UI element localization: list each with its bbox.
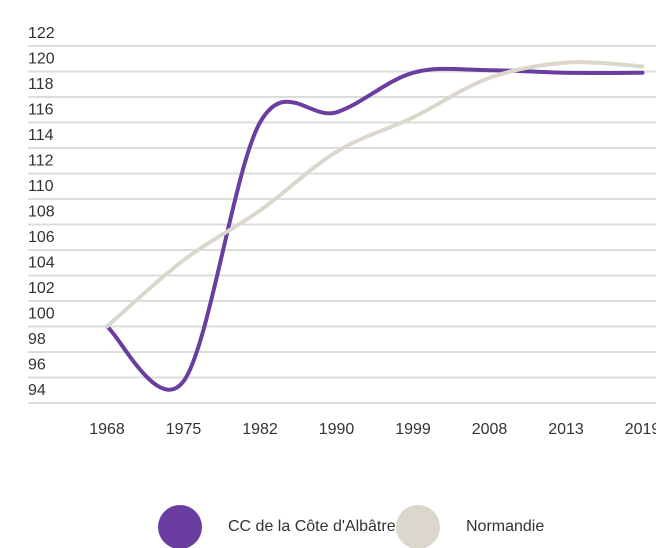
x-tick-label: 1968 (89, 421, 125, 438)
y-tick-label: 120 (28, 51, 55, 68)
y-tick-label: 114 (28, 127, 54, 144)
series-line (105, 60, 645, 329)
legend-marker (158, 505, 202, 548)
y-tick-label: 108 (28, 204, 55, 221)
y-tick-label: 96 (28, 357, 46, 374)
x-tick-label: 1990 (319, 421, 355, 438)
y-tick-label: 100 (28, 306, 55, 323)
x-tick-label: 1982 (242, 421, 278, 438)
legend-label: Normandie (466, 518, 544, 535)
x-tick-label: 1975 (166, 421, 202, 438)
x-tick-label: 2008 (472, 421, 508, 438)
y-tick-label: 94 (28, 382, 46, 399)
x-tick-label: 2013 (548, 421, 584, 438)
x-tick-label: 2019 (625, 421, 656, 438)
y-tick-label: 122 (28, 25, 55, 42)
y-tick-label: 104 (28, 255, 55, 272)
legend-marker (396, 505, 440, 548)
x-tick-label: 1999 (395, 421, 431, 438)
y-tick-label: 118 (28, 76, 54, 93)
series-line (105, 66, 645, 392)
legend-label: CC de la Côte d'Albâtre (228, 518, 396, 535)
y-tick-label: 110 (28, 178, 54, 195)
y-tick-label: 112 (28, 153, 54, 170)
y-tick-label: 106 (28, 229, 55, 246)
y-tick-label: 98 (28, 331, 46, 348)
y-tick-label: 116 (28, 102, 54, 119)
y-tick-label: 102 (28, 280, 55, 297)
